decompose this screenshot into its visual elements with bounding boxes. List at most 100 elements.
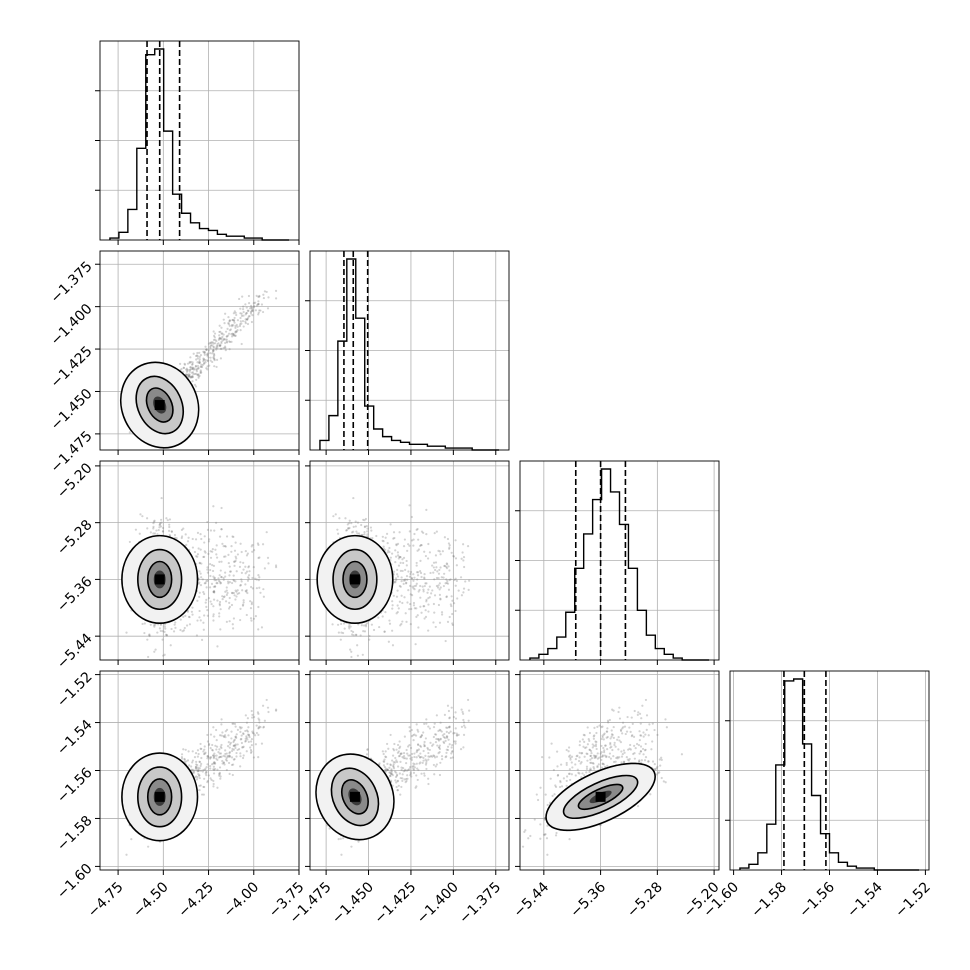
scatter-point [404, 612, 407, 615]
scatter-point [392, 531, 396, 534]
scatter-point [258, 556, 261, 559]
scatter-point [152, 520, 156, 523]
scatter-point [454, 557, 458, 560]
scatter-point [201, 363, 204, 367]
scatter-point [212, 590, 215, 593]
scatter-point [185, 624, 189, 627]
scatter-point [190, 768, 193, 771]
scatter-point [212, 619, 215, 622]
scatter-point [203, 362, 206, 365]
scatter-point [233, 560, 236, 563]
scatter-point [236, 319, 240, 322]
scatter-point [216, 645, 219, 648]
scatter-point [257, 302, 260, 306]
scatter-point [389, 556, 392, 559]
scatter-point [434, 568, 437, 572]
scatter-point [224, 330, 228, 333]
scatter-point [424, 582, 427, 585]
scatter-point [206, 568, 209, 571]
scatter-point [184, 614, 187, 617]
scatter-point [245, 318, 249, 321]
scatter-point [239, 542, 242, 545]
scatter-point [199, 584, 203, 587]
scatter-point [403, 538, 406, 541]
scatter-point [163, 653, 166, 656]
scatter-point [197, 367, 200, 370]
scatter-point [388, 622, 392, 625]
scatter-point [198, 609, 201, 613]
scatter-point [385, 532, 389, 535]
scatter-point [213, 354, 216, 357]
scatter-point [213, 359, 216, 362]
scatter-point [454, 609, 457, 613]
scatter-point [152, 527, 155, 530]
scatter-point [274, 709, 278, 712]
scatter-point [219, 581, 223, 584]
scatter-point [274, 566, 278, 569]
scatter-point [148, 634, 151, 638]
scatter-point [191, 367, 194, 371]
scatter-point [202, 768, 205, 772]
scatter-point [355, 633, 358, 637]
scatter-point [198, 358, 201, 361]
scatter-point [364, 625, 368, 628]
scatter-point [445, 595, 448, 598]
scatter-point [348, 526, 351, 530]
scatter-point [394, 555, 398, 558]
scatter-point [203, 550, 206, 553]
scatter-point [149, 531, 152, 534]
scatter-point [397, 564, 401, 567]
scatter-point [250, 306, 253, 309]
scatter-point [438, 550, 441, 553]
scatter-point [434, 561, 438, 564]
scatter-point [191, 363, 194, 366]
scatter-point [224, 600, 228, 603]
scatter-point [204, 581, 207, 585]
scatter-point [190, 371, 193, 374]
scatter-point [439, 553, 442, 556]
scatter-point [410, 607, 413, 611]
scatter-point [250, 740, 253, 743]
scatter-point [348, 627, 351, 630]
scatter-point [388, 619, 391, 622]
scatter-point [397, 557, 400, 560]
scatter-point [212, 330, 215, 333]
scatter-point [251, 543, 254, 547]
scatter-point [246, 317, 250, 320]
scatter-point [258, 309, 261, 312]
scatter-point [236, 553, 240, 556]
scatter-point [229, 741, 232, 744]
scatter-point [395, 544, 398, 547]
scatter-point [263, 567, 266, 570]
scatter-point [222, 578, 225, 581]
scatter-point [371, 537, 374, 540]
scatter-point [227, 561, 230, 565]
scatter-point [407, 543, 410, 546]
scatter-point [434, 625, 437, 629]
scatter-point [227, 322, 230, 326]
scatter-point [224, 338, 227, 341]
scatter-point [227, 321, 230, 325]
scatter-point [250, 603, 253, 606]
scatter-point [463, 565, 466, 569]
scatter-point [352, 530, 355, 533]
scatter-point [185, 367, 189, 370]
scatter-point [366, 527, 369, 530]
scatter-point [212, 575, 215, 578]
scatter-point [416, 578, 419, 581]
scatter-point [191, 371, 195, 374]
scatter-point [396, 573, 399, 576]
scatter-point [215, 365, 218, 369]
scatter-point [208, 586, 212, 589]
scatter-point [391, 644, 395, 647]
scatter-point [425, 582, 428, 585]
scatter-point [251, 309, 254, 313]
scatter-point [149, 623, 152, 626]
scatter-point [436, 586, 440, 589]
scatter-point [340, 631, 343, 634]
scatter-point [199, 369, 202, 372]
scatter-point [241, 603, 245, 606]
scatter-point [226, 327, 229, 330]
scatter-point [215, 544, 218, 547]
scatter-point [224, 349, 227, 352]
